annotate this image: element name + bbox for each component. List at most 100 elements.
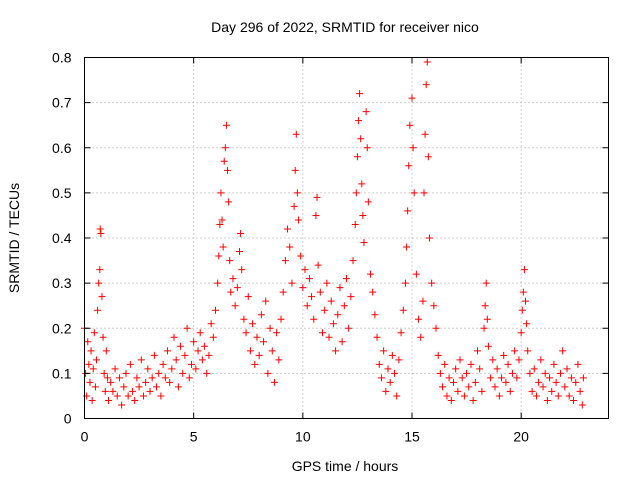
data-point bbox=[518, 306, 526, 314]
data-point bbox=[225, 198, 233, 206]
y-tick-label: 0.4 bbox=[52, 230, 72, 246]
data-point bbox=[325, 333, 333, 341]
data-point bbox=[430, 302, 438, 310]
data-point bbox=[131, 396, 139, 404]
data-point bbox=[517, 329, 525, 337]
data-point bbox=[567, 374, 575, 382]
data-point bbox=[150, 351, 158, 359]
data-point bbox=[460, 392, 468, 400]
data-point bbox=[148, 374, 156, 382]
data-point bbox=[218, 216, 226, 224]
data-point bbox=[84, 338, 92, 346]
data-point bbox=[382, 387, 390, 395]
data-point bbox=[137, 356, 145, 364]
data-point bbox=[262, 297, 270, 305]
data-point bbox=[129, 387, 137, 395]
data-point bbox=[88, 396, 96, 404]
data-point bbox=[284, 225, 292, 233]
x-tick-label: 10 bbox=[295, 429, 311, 445]
data-point bbox=[405, 162, 413, 170]
data-point bbox=[227, 288, 235, 296]
data-point bbox=[183, 324, 191, 332]
data-point bbox=[238, 266, 246, 274]
data-point bbox=[288, 279, 296, 287]
data-point bbox=[364, 198, 372, 206]
data-point bbox=[153, 383, 161, 391]
data-point bbox=[111, 365, 119, 373]
data-point bbox=[305, 275, 313, 283]
data-point bbox=[246, 347, 254, 355]
data-point bbox=[94, 306, 102, 314]
data-point bbox=[456, 356, 464, 364]
axis-ticks: 0 0.1 0.2 0.3 0.4 0.5 0.6 0.7 0.8 0 5 10 15 20 bbox=[52, 50, 609, 445]
data-point bbox=[237, 229, 245, 237]
data-point bbox=[323, 279, 331, 287]
data-point bbox=[522, 297, 530, 305]
data-point bbox=[221, 144, 229, 152]
data-point bbox=[139, 392, 147, 400]
data-point bbox=[168, 365, 176, 373]
x-tick-label: 15 bbox=[404, 429, 420, 445]
data-point bbox=[397, 329, 405, 337]
data-point bbox=[312, 211, 320, 219]
data-point bbox=[420, 189, 428, 197]
data-point bbox=[216, 220, 224, 228]
data-point bbox=[386, 378, 394, 386]
data-point bbox=[102, 347, 110, 355]
data-point bbox=[185, 374, 193, 382]
data-point bbox=[373, 333, 381, 341]
data-point bbox=[142, 378, 150, 386]
data-point bbox=[489, 356, 497, 364]
data-point bbox=[388, 351, 396, 359]
data-point bbox=[260, 338, 268, 346]
data-point bbox=[190, 338, 198, 346]
data-point bbox=[187, 360, 195, 368]
data-point bbox=[85, 360, 93, 368]
data-point bbox=[294, 216, 302, 224]
data-point bbox=[226, 257, 234, 265]
y-tick-label: 0.8 bbox=[52, 50, 72, 66]
data-point bbox=[502, 378, 510, 386]
data-point bbox=[253, 333, 261, 341]
data-point bbox=[465, 383, 473, 391]
data-point bbox=[318, 329, 326, 337]
x-axis-label: GPS time / hours bbox=[292, 458, 399, 474]
data-point bbox=[291, 166, 299, 174]
data-point bbox=[377, 374, 385, 382]
data-point bbox=[401, 279, 409, 287]
data-point bbox=[244, 293, 252, 301]
data-point bbox=[363, 144, 371, 152]
data-point bbox=[301, 266, 309, 274]
data-point bbox=[103, 374, 111, 382]
data-point bbox=[484, 342, 492, 350]
data-point bbox=[203, 369, 211, 377]
data-point bbox=[196, 329, 204, 337]
data-point bbox=[463, 369, 471, 377]
data-point bbox=[506, 387, 514, 395]
data-point bbox=[474, 347, 481, 355]
data-point bbox=[452, 365, 460, 373]
data-point bbox=[399, 306, 407, 314]
data-point bbox=[321, 306, 329, 314]
y-tick-label: 0.5 bbox=[52, 185, 72, 201]
data-point bbox=[146, 387, 154, 395]
data-point bbox=[504, 360, 512, 368]
data-point bbox=[410, 189, 418, 197]
data-point bbox=[181, 351, 189, 359]
data-point bbox=[347, 293, 355, 301]
data-point bbox=[543, 396, 551, 404]
data-point bbox=[93, 356, 101, 364]
data-point bbox=[115, 374, 123, 382]
data-point bbox=[310, 315, 318, 323]
data-point bbox=[449, 378, 457, 386]
data-point bbox=[415, 315, 423, 323]
data-point bbox=[170, 333, 178, 341]
data-point bbox=[161, 374, 169, 382]
data-point bbox=[89, 365, 97, 373]
data-point bbox=[409, 144, 417, 152]
data-point bbox=[404, 207, 412, 215]
data-point bbox=[163, 347, 171, 355]
y-tick-label: 0 bbox=[64, 411, 72, 427]
data-point bbox=[174, 383, 182, 391]
data-point bbox=[570, 396, 578, 404]
